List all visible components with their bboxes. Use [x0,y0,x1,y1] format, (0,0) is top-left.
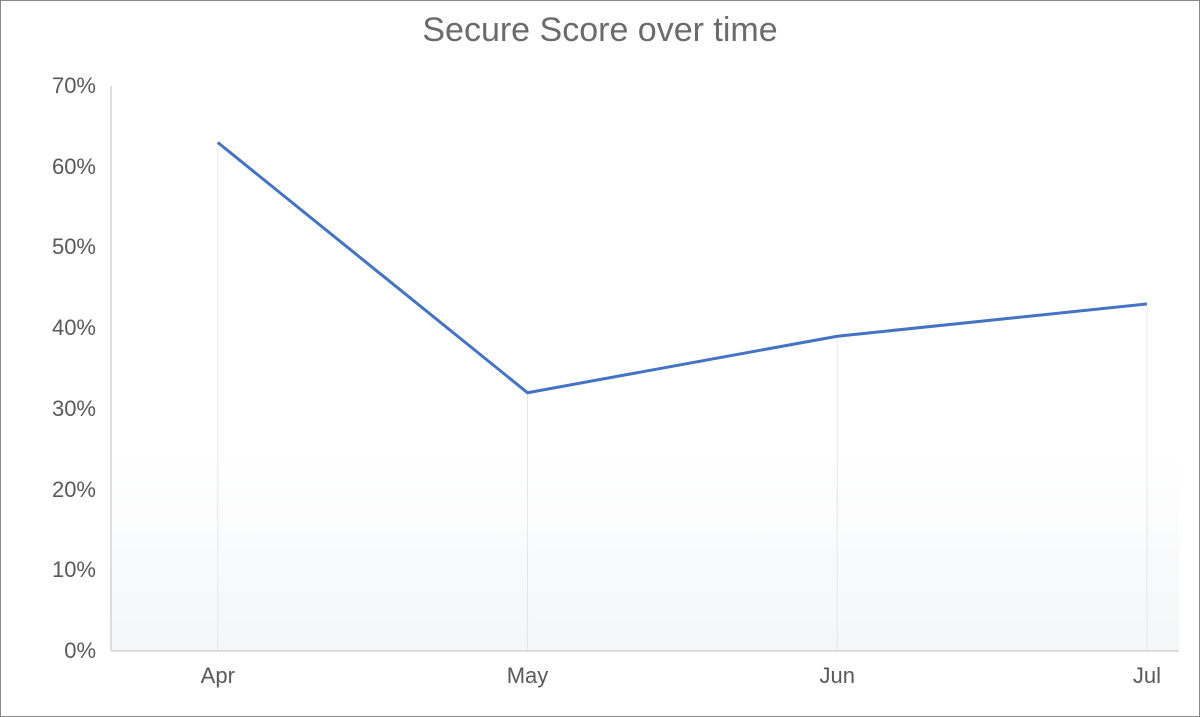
data-series [218,143,1147,393]
category-drop-lines [218,143,1147,652]
y-tick-label: 30% [1,396,96,422]
chart-frame: Secure Score over time 0% 10% 20% 30% 40% 50%… [0,0,1200,717]
y-tick-label: 10% [1,557,96,583]
x-tick-label: Jul [1133,663,1161,689]
y-tick-label: 0% [1,638,96,664]
y-tick-label: 20% [1,477,96,503]
y-tick-label: 40% [1,315,96,341]
y-tick-label: 70% [1,73,96,99]
series-line [218,143,1147,393]
plot-area [111,86,1179,651]
chart-title: Secure Score over time [1,11,1199,50]
plot-svg [111,86,1179,651]
y-tick-label: 50% [1,234,96,260]
x-tick-label: May [507,663,549,689]
x-tick-label: Apr [201,663,235,689]
x-tick-label: Jun [819,663,854,689]
y-tick-label: 60% [1,154,96,180]
